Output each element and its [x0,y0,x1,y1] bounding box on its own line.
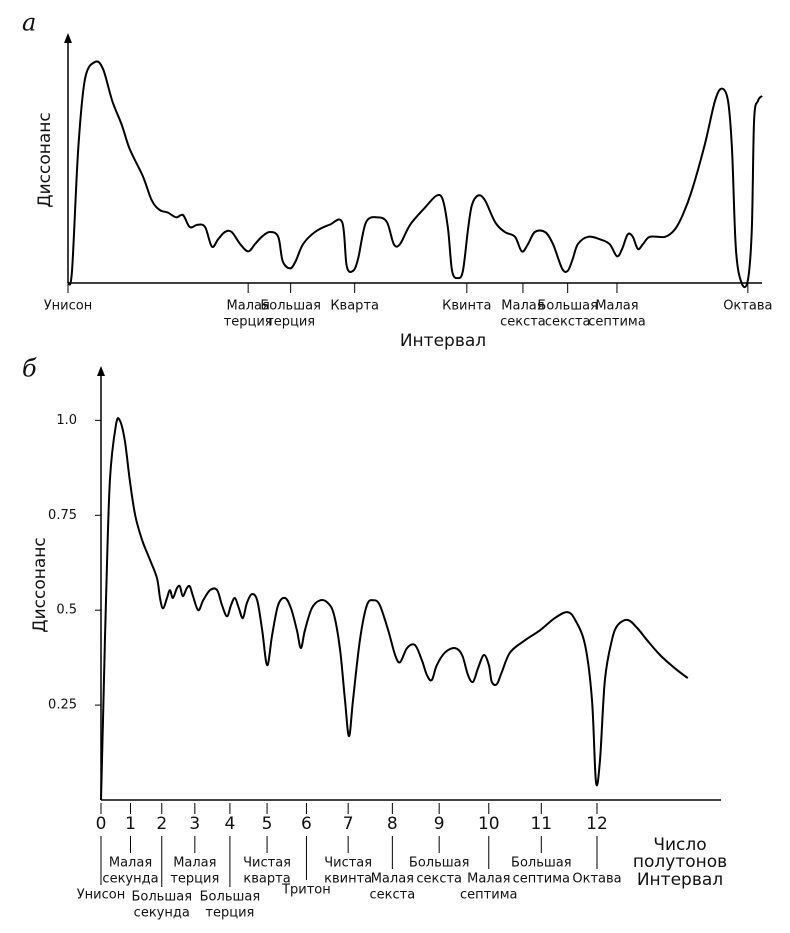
x-tick-label: 1 [125,814,136,834]
x-tick-label: терция [224,315,273,330]
interval-label: кварта [243,872,290,887]
interval-label: терция [205,906,254,921]
x-tick-label: 7 [343,814,354,834]
interval-label: Тритон [281,883,331,898]
panel-label: а [22,9,36,37]
x-tick-label: Квинта [442,299,491,314]
interval-label: секунда [134,906,190,921]
interval-label: Малая [371,872,414,887]
x-tick-label: Унисон [44,299,92,314]
panel-label: б [22,355,37,383]
x-tick-label: Октава [723,299,772,314]
x-axis-title: полутонов [633,852,727,872]
x-tick-label: 6 [301,814,312,834]
dissonance-curve [67,60,763,289]
x-tick-label: 4 [224,814,235,834]
interval-label: Малая [173,856,216,871]
x-tick-label: Малая [501,299,544,314]
x-tick-label: септима [588,315,645,330]
interval-label: секста [370,888,416,903]
x-tick-label: Кварта [330,299,379,314]
x-tick-label: Большая [260,299,321,314]
x-tick-label: 5 [262,814,273,834]
interval-label: секунда [102,872,158,887]
y-axis-title: Диссонанс [30,537,50,632]
interval-label: Унисон [77,888,125,903]
y-axis-title: Диссонанс [35,112,55,207]
interval-label: Большая [131,890,192,905]
interval-label: септима [513,872,570,887]
interval-label: квинта [324,872,372,887]
x-tick-label: 10 [478,814,500,834]
x-tick-label: Большая [537,299,598,314]
x-tick-label: 2 [156,814,167,834]
interval-label: Большая [409,856,470,871]
x-axis-title: Число [653,835,706,855]
interval-axis-title: Интервал [637,870,723,890]
y-axis-arrow [97,366,105,376]
interval-label: Чистая [324,856,372,871]
x-tick-label: 9 [434,814,445,834]
interval-label: Малая [467,872,510,887]
x-tick-label: 0 [96,814,107,834]
x-tick-label: 12 [586,814,608,834]
x-tick-label: секста [500,315,546,330]
interval-label: Малая [109,856,152,871]
y-axis-arrow [64,33,72,43]
interval-label: секста [416,872,462,887]
x-tick-label: 3 [189,814,200,834]
y-tick-label: 0.25 [48,698,77,713]
x-tick-label: 8 [387,814,398,834]
x-axis-title: Интервал [400,331,486,351]
interval-label: терция [170,872,219,887]
y-tick-label: 0.5 [56,603,77,618]
interval-label: Большая [200,890,261,905]
dissonance-curve [100,417,689,801]
interval-label: септима [460,888,517,903]
interval-label: Большая [511,856,572,871]
interval-label: Чистая [243,856,291,871]
x-tick-label: терция [266,315,315,330]
x-tick-label: секста [545,315,591,330]
x-tick-label: 11 [530,814,552,834]
x-tick-label: Малая [227,299,270,314]
interval-label: Октава [572,872,621,887]
y-tick-label: 0.75 [48,508,77,523]
y-tick-label: 1.0 [56,413,77,428]
x-tick-label: Малая [595,299,638,314]
